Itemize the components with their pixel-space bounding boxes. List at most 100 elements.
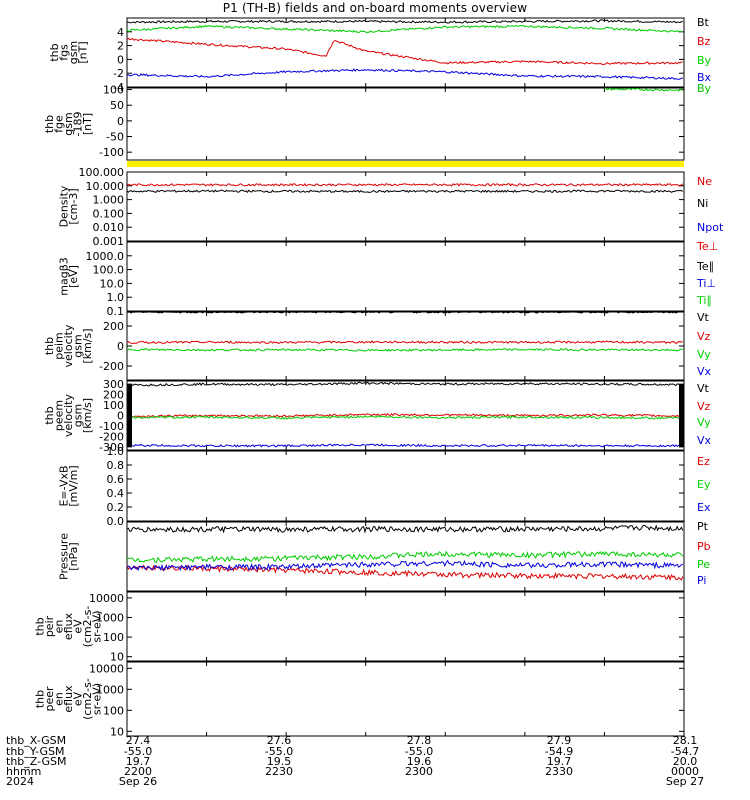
y-axis-label: [cm-3]	[67, 188, 80, 224]
y-axis-label: peer	[43, 686, 56, 712]
y-tick-label: 0.4	[107, 487, 125, 500]
y-tick-label: 0	[117, 115, 124, 128]
y-tick-label: 1.0	[107, 445, 125, 458]
y-axis-label: gsm	[72, 334, 85, 357]
y-axis-label: gsm	[62, 112, 75, 135]
y-tick-label: -50	[106, 131, 124, 144]
y-tick-label: 0.8	[107, 459, 125, 472]
y-axis-label: en	[53, 692, 66, 706]
y-axis-label: velocity	[62, 324, 75, 367]
x-axis-tick-label: 19.7	[126, 755, 151, 768]
legend-label-Ex: Ex	[697, 501, 711, 514]
legend-label-Vt: Vt	[697, 382, 710, 395]
x-axis-row-label: thb_Y-GSM	[6, 745, 65, 758]
series-line-Bx	[126, 68, 683, 80]
y-axis-label: gsm	[67, 41, 80, 64]
y-axis-label: gsm	[72, 404, 85, 427]
y-tick-label: 10000	[89, 662, 124, 675]
y-tick-label: -4	[113, 81, 124, 94]
legend-label-Vx: Vx	[697, 434, 712, 447]
y-axis-label: eV	[72, 691, 85, 706]
series-line-Pe	[126, 550, 684, 564]
x-axis-tick-label: 19.6	[407, 755, 432, 768]
y-axis-label: thb	[34, 690, 47, 708]
series-line-By	[604, 87, 684, 92]
y-axis-label: [eV]	[67, 265, 80, 288]
y-axis-label: thb	[43, 337, 56, 355]
y-axis-label: fgs	[57, 44, 70, 61]
series-line-Vx	[126, 443, 683, 448]
y-axis-label: E=-VxB	[57, 465, 70, 506]
series-line-Ne	[126, 182, 684, 187]
legend-label-Vy: Vy	[697, 348, 711, 361]
legend-label-Bt: Bt	[697, 16, 710, 29]
y-tick-label: 100.0	[93, 264, 125, 277]
legend-label-Ni: Ni	[697, 197, 708, 210]
x-axis-tick-label: -55.0	[265, 745, 293, 758]
x-axis-tick-label: -55.0	[405, 745, 433, 758]
edge-bar	[679, 384, 684, 447]
series-line-Bt	[126, 19, 683, 24]
legend-label-By: By	[697, 82, 712, 95]
legend-label-Pb: Pb	[697, 540, 711, 553]
series-line-Pb	[126, 563, 684, 582]
legend-label-Vz: Vz	[697, 400, 711, 413]
x-axis-tick-label: 2200	[124, 765, 152, 778]
y-tick-label: 0.6	[107, 473, 125, 486]
y-tick-label: 0	[117, 410, 124, 423]
y-tick-label: 100	[103, 631, 124, 644]
y-tick-label: 4	[117, 26, 124, 39]
panel-frame	[126, 521, 685, 592]
y-axis-label: velocity	[62, 394, 75, 437]
legend-label-Vy: Vy	[697, 416, 711, 429]
x-axis-row-label: hhmm	[6, 765, 41, 778]
y-tick-label: 2	[117, 40, 124, 53]
series-line-Vz	[126, 340, 684, 345]
y-axis-label: (cm2-s-	[81, 606, 94, 648]
y-axis-label: peir	[43, 615, 56, 637]
y-tick-label: -200	[99, 430, 124, 443]
series-line-Ni	[126, 189, 684, 194]
y-tick-label: 0	[117, 53, 124, 66]
y-axis-label: [km/s]	[81, 398, 94, 433]
x-axis-row-label: 2024	[6, 775, 34, 788]
y-axis-label: thb	[43, 115, 56, 133]
x-axis-tick-label: Sep 27	[666, 775, 704, 788]
legend-label-Vt: Vt	[697, 311, 710, 324]
y-tick-label: 0.0	[107, 515, 125, 528]
y-tick-label: -2	[113, 67, 124, 80]
panel-frame	[126, 17, 685, 88]
y-tick-label: 1000.0	[86, 250, 125, 263]
panel-frame	[126, 450, 685, 522]
legend-label-Te⊥: Te⊥	[696, 240, 718, 253]
y-tick-label: 200	[103, 389, 124, 402]
y-axis-label: en	[53, 620, 66, 634]
legend-label-Pe: Pe	[697, 558, 710, 571]
quality-flag-bar	[127, 161, 684, 167]
y-axis-label: eV	[72, 619, 85, 634]
y-tick-label: 10000	[89, 592, 124, 605]
legend-label-By: By	[697, 54, 712, 67]
series-line-By	[126, 24, 683, 34]
y-axis-label: eflux	[62, 685, 75, 713]
legend-label-Bx: Bx	[697, 71, 712, 84]
y-axis-label: sr-eV)	[91, 683, 104, 715]
y-axis-label: (cm2-s-	[81, 678, 94, 720]
y-axis-label: peim	[53, 332, 66, 360]
edge-bar	[127, 384, 132, 447]
legend-label-Ti⊥: Ti⊥	[696, 277, 716, 290]
x-axis-tick-label: 28.1	[673, 734, 698, 747]
y-axis-label: thb	[43, 406, 56, 424]
y-axis-label: fge	[53, 115, 66, 133]
x-axis-ephemeris: thb_X-GSMthb_Y-GSMthb_Z-GSMhhmm202427.4-…	[6, 734, 704, 788]
x-axis-tick-label: 2330	[545, 765, 573, 778]
y-axis-label: thb	[34, 617, 47, 635]
legend-label-Npot: Npot	[697, 221, 724, 234]
y-axis-label: [mV/m]	[67, 465, 80, 506]
y-tick-label: 0.100	[93, 207, 125, 220]
y-tick-label: 1.000	[93, 194, 125, 207]
